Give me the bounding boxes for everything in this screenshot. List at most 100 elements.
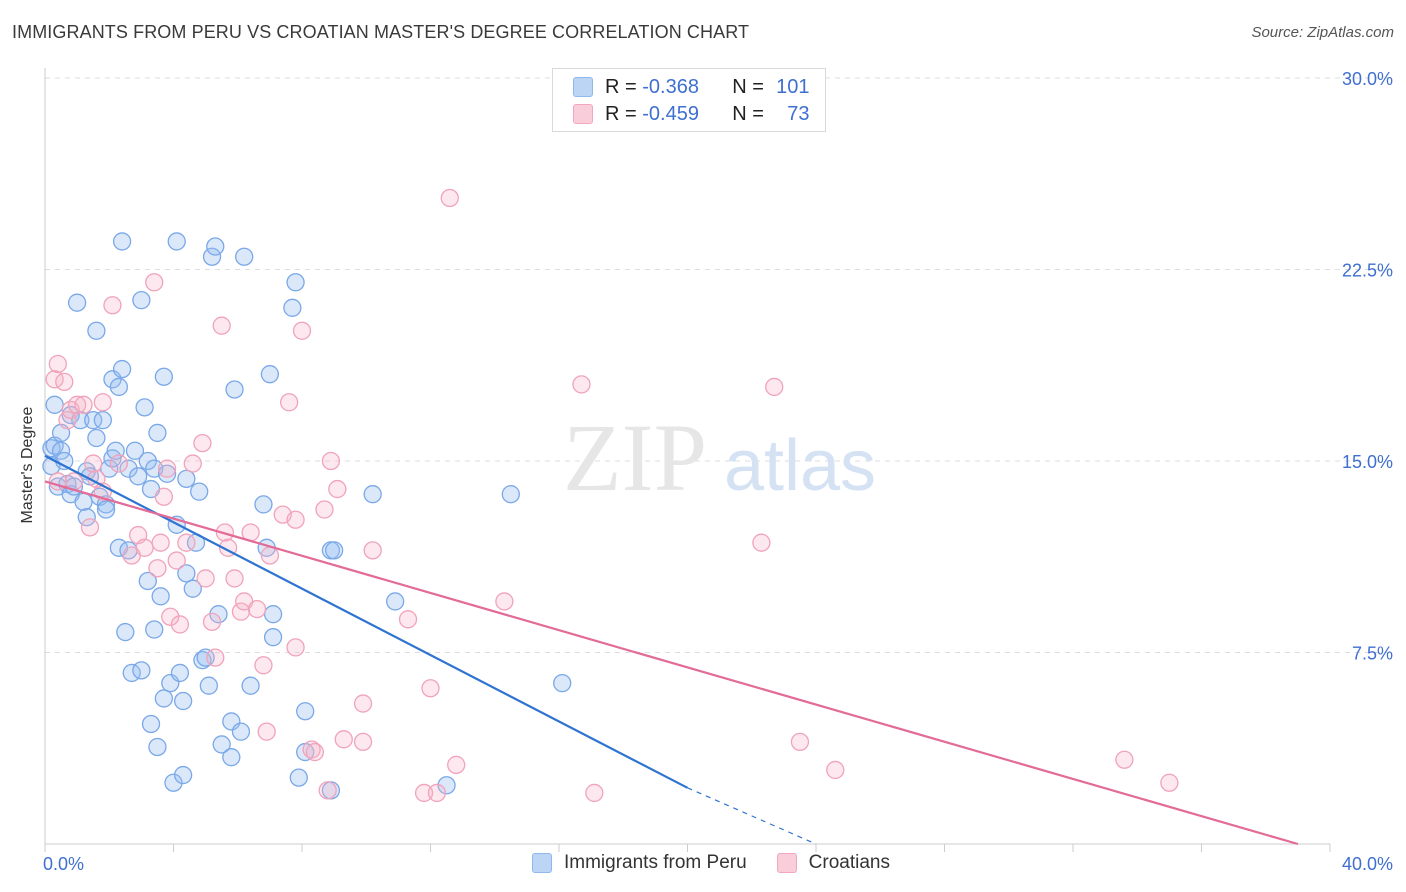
croatian-point (398, 610, 418, 629)
peru-point (138, 571, 157, 591)
croatian-point (67, 395, 87, 414)
croatian-point (167, 551, 186, 570)
croatian-point (427, 783, 447, 803)
croatian-point (353, 732, 373, 752)
croatian-point (260, 546, 280, 565)
croatian-point (80, 518, 100, 537)
legend-item-croatians[interactable]: Croatians (776, 852, 890, 874)
peru-point (553, 673, 572, 693)
peru-point (206, 237, 225, 256)
peru-point (173, 691, 193, 711)
peru-point (260, 365, 280, 384)
peru-point (235, 247, 254, 266)
watermark-zip: ZIP (563, 404, 707, 511)
croatian-point (74, 395, 93, 414)
legend-label-croatians: Croatians (808, 852, 890, 873)
stats-r-label: R = (605, 75, 643, 98)
croatian-point (302, 740, 321, 759)
croatian-point (58, 410, 77, 430)
croatian-point (48, 354, 67, 374)
peru-point (173, 765, 193, 785)
legend-item-peru[interactable]: Immigrants from Peru (532, 852, 747, 874)
croatian-point (254, 656, 273, 675)
chart-title: IMMIGRANTS FROM PERU VS CROATIAN MASTER'… (12, 22, 750, 42)
stats-box: R = -0.368 N = 101 R = -0.459 N = 73 (552, 68, 826, 132)
croatian-point (157, 459, 177, 478)
peru-point (263, 628, 283, 647)
croatian-point (292, 321, 312, 340)
peru-point (241, 676, 260, 695)
croatian-point (225, 569, 244, 588)
x-tick-label: 40.0% (1342, 854, 1393, 874)
croatian-point (321, 451, 341, 471)
peru-point (119, 459, 138, 478)
peru-point (84, 410, 103, 430)
peru-point (501, 485, 520, 504)
croatian-point (206, 648, 225, 667)
stats-swatch-peru (573, 77, 593, 97)
peru-point (177, 564, 196, 583)
peru-trend-line (44, 454, 689, 789)
croatian-point (151, 533, 170, 552)
croatian-point (145, 273, 164, 292)
stats-n-value-croatians: 73 (787, 102, 810, 125)
croatian-point (315, 500, 334, 519)
series-croatians (45, 188, 1179, 803)
peru-point (154, 367, 174, 386)
peru-point (157, 464, 177, 483)
peru-point (170, 663, 190, 683)
croatian-point (414, 783, 434, 803)
peru-point (196, 648, 215, 667)
croatian-point (286, 510, 305, 529)
croatian-point (212, 316, 231, 335)
peru-point (96, 500, 116, 519)
croatian-point (193, 433, 212, 453)
peru-point (164, 773, 183, 792)
tick-labels: 7.5% 15.0% 22.5% 30.0% 0.0% 40.0% (43, 69, 1393, 874)
peru-point (296, 702, 315, 721)
peru-point (222, 748, 241, 767)
croatian-point (440, 188, 459, 208)
trend-lines (44, 454, 1299, 846)
legend-label-peru: Immigrants from Peru (564, 852, 747, 873)
peru-point (112, 232, 132, 251)
croatian-point (495, 592, 514, 611)
croatian-point (363, 541, 382, 560)
peru-point (51, 441, 71, 460)
peru-point (148, 737, 167, 757)
stats-r-value-peru: -0.368 (642, 75, 699, 98)
peru-point (177, 469, 196, 489)
croatian-point (447, 755, 466, 774)
peru-point (116, 622, 135, 642)
peru-point (125, 441, 145, 460)
peru-point (437, 776, 456, 795)
peru-point (45, 395, 64, 414)
stats-row-croatians: R = -0.459 N = 73 (573, 101, 810, 127)
peru-point (254, 495, 273, 514)
croatian-point (286, 638, 305, 657)
stats-n-value-peru: 101 (776, 75, 810, 98)
peru-point (199, 676, 218, 695)
y-tick-label: 15.0% (1342, 452, 1393, 472)
peru-point (154, 689, 174, 708)
croatian-point (752, 533, 771, 552)
croatian-point (826, 760, 845, 780)
croatian-point (279, 393, 299, 412)
stats-row-peru: R = -0.368 N = 101 (573, 74, 810, 100)
y-tick-label: 7.5% (1352, 644, 1393, 664)
legend-swatch-peru (532, 853, 552, 873)
peru-point (141, 714, 161, 734)
croatian-point (585, 783, 604, 803)
peru-point (132, 661, 151, 680)
peru-point (283, 298, 302, 317)
croatian-point (109, 454, 129, 473)
peru-point (132, 290, 151, 310)
peru-point (77, 508, 96, 527)
x-tick-label: 0.0% (43, 854, 84, 874)
peru-point (202, 247, 222, 266)
croatian-point (318, 781, 337, 800)
croatian-point (790, 732, 810, 752)
peru-point (263, 605, 283, 624)
peru-point (67, 293, 87, 312)
peru-point (148, 423, 167, 443)
